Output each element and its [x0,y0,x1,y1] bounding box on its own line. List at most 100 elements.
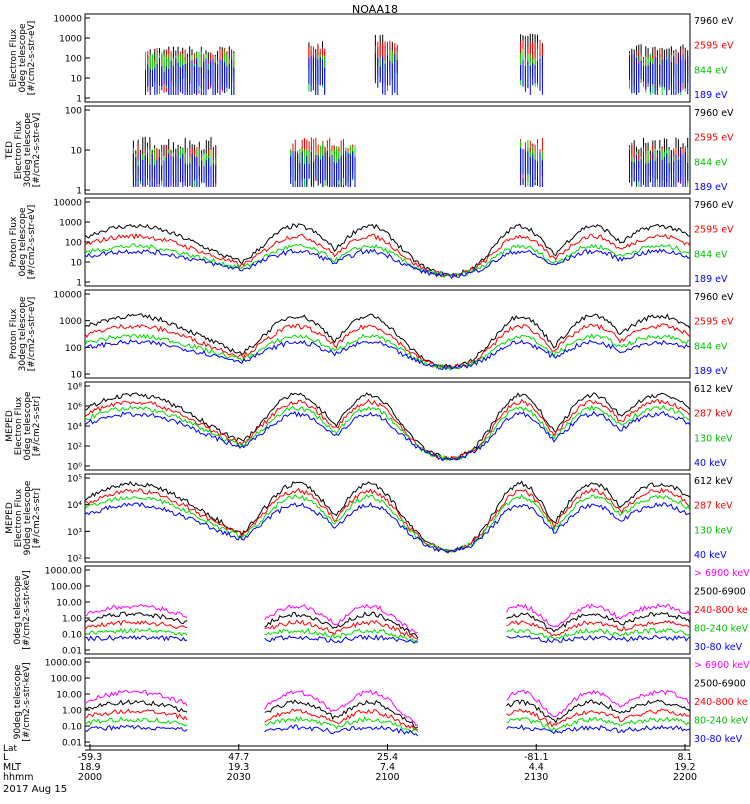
trace-burst [132,152,217,187]
trace-burst [629,53,689,95]
y-tick-label: 10⁴ [67,423,82,433]
trace-burst [308,56,326,95]
trace-burst [520,37,543,79]
y-tick-label: 10000 [53,199,82,209]
time-tick-label: 8.1 [677,752,692,763]
y-axis-label: 0deg telescope [13,575,23,645]
trace-burst [520,33,543,78]
trace-burst [374,40,398,84]
y-axis-label: [#/cm2-s-str-eV] [27,205,37,280]
legend-entry: 844 eV [694,157,728,168]
time-tick-label: 19.3 [228,762,249,773]
time-tick-label: 2200 [673,772,697,783]
footer-row-label-lat: Lat [3,744,18,754]
trace-series [84,392,691,461]
y-axis-label: [#/cm2-s-str] [32,488,42,548]
y-axis-label: 0deg telescope [18,23,28,93]
y-tick-label: 10.00 [56,599,82,609]
time-tick-label: 25.4 [377,752,398,763]
y-tick-label: 100 [65,107,82,117]
y-axis-label: 90deg telescope [23,480,33,555]
y-tick-label: 10² [67,555,82,565]
trace-series [84,323,691,370]
trace-series [84,627,691,642]
trace-series [84,339,691,371]
y-tick-label: 10⁵ [67,475,82,485]
panel-frame [84,381,691,471]
time-tick-label: 19.2 [674,762,695,773]
y-tick-label: 1 [76,187,82,197]
trace-series [84,404,691,462]
legend-entry: 240-800 ke [694,697,748,708]
y-axis-label: [#/cm2-s-str-keV] [22,662,32,741]
y-tick-label: 10.00 [56,691,82,701]
trace-series [84,603,691,634]
trace-burst [520,56,543,95]
legend-entry: 189 eV [694,274,728,285]
trace-series [84,724,691,737]
time-tick-label: 2100 [375,772,399,783]
legend-entry: 2595 eV [694,225,734,236]
y-axis-label: [#/cm2-s-str-eV] [32,113,42,188]
y-tick-label: 0.01 [62,739,82,749]
footer-row-label: hhmm [3,772,34,783]
panel-2: 100 10 1 TED Electron Flux 30deg telescope [#/… [5,105,734,197]
y-tick-label: 10⁶ [67,403,82,413]
legend-entry: 189 eV [694,90,728,101]
y-axis-label: Proton Flux [9,308,19,359]
trace-burst [629,52,689,95]
y-tick-label: 1000 [59,35,82,45]
y-tick-label: 0.01 [62,647,82,657]
panel-4: 10000 1000 100 10 Proton Flux 30deg telescope… [9,289,734,381]
trace-series [84,619,691,640]
panel-8: 1000.00 100.00 10.00 1.00 0.10 0.01 90deg tele… [13,657,750,749]
trace-burst [374,49,398,93]
trace-series [84,708,691,731]
trace-series [84,716,691,733]
legend-entry: 40 keV [694,550,727,561]
y-axis-label: MEPED [5,410,15,442]
panel-3: 10000 1000 100 10 1 Proton Flux 0deg telescope… [9,197,734,289]
legend-entry: 2500-6900 [694,587,746,598]
time-tick-label: 2130 [524,772,548,783]
trace-series [84,232,691,278]
footer-row-label: MLT [3,762,21,773]
trace-burst [145,57,235,95]
trace-series [84,313,691,369]
y-axis-label: Proton Flux [9,216,19,267]
legend-entry: 287 keV [694,409,733,420]
y-axis-label: [#/cm2-s-str-keV] [22,570,32,649]
legend-entry: 2500-6900 [694,679,746,690]
legend-entry: 844 eV [694,65,728,76]
trace-burst [132,136,217,182]
legend-entry: 189 eV [694,366,728,377]
y-tick-label: 1.00 [62,707,82,717]
legend-entry: 7960 eV [694,16,734,27]
y-tick-label: 1000 [59,219,82,229]
trace-series [84,410,691,462]
legend-entry: 7960 eV [694,108,734,119]
trace-burst [629,147,689,187]
y-tick-label: 10² [67,443,82,453]
y-axis-label: 90deg telescope [13,664,23,739]
y-tick-label: 10⁰ [67,463,82,473]
trace-series [84,243,691,278]
trace-burst [629,150,689,187]
y-tick-label: 100 [65,239,82,249]
trace-burst [290,151,356,187]
legend-entry: 844 eV [694,341,728,352]
trace-series [84,223,691,278]
y-axis-label: [#/cm2-s-str-eV] [27,297,37,372]
trace-series [84,634,691,644]
trace-series [84,248,691,280]
trace-series [84,333,691,371]
legend-entry: 80-240 keV [694,716,749,727]
trace-burst [629,137,689,184]
legend-entry: 7960 eV [694,200,734,211]
panel-1: 10000 1000 100 10 1 Electron Flux 0deg telesco… [9,13,734,105]
y-tick-label: 10 [71,371,83,381]
trace-series [84,611,691,639]
y-axis-label: 0deg telescope [23,391,33,461]
trace-series [84,398,691,461]
trace-burst [520,143,543,187]
